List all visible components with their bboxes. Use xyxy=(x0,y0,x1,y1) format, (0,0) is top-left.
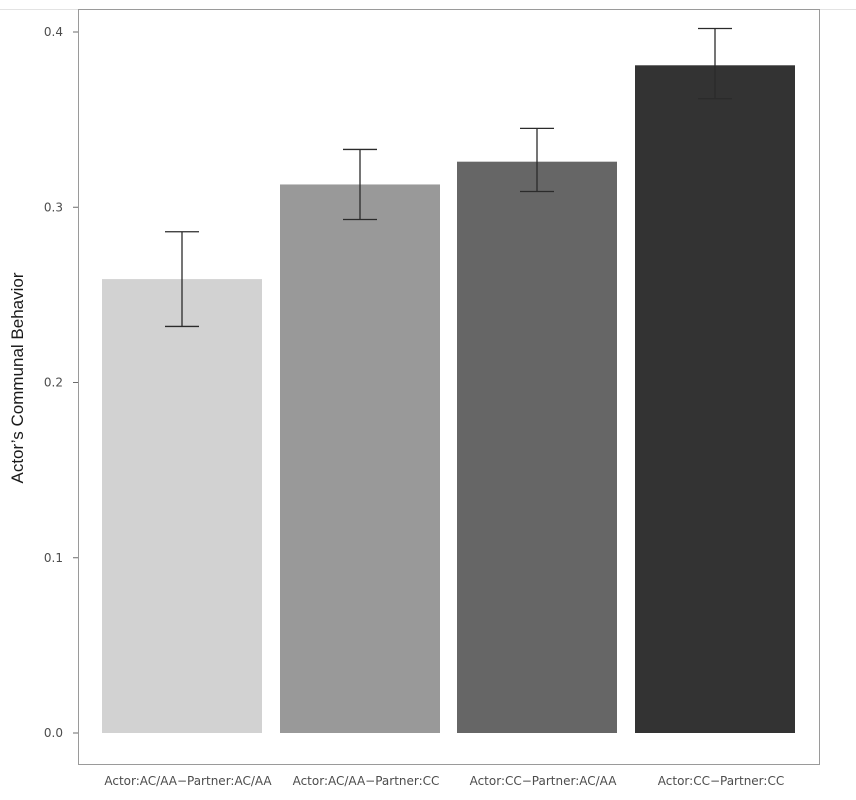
x-tick-label-1: Actor:AC/AA−Partner:AC/AA xyxy=(104,774,272,788)
y-tick-label-1: 0.0 xyxy=(44,726,63,740)
bar-4 xyxy=(635,65,795,734)
error-bars-group xyxy=(165,27,732,328)
y-ticks-group: 0.0 0.1 0.2 0.3 0.4 xyxy=(44,25,78,740)
y-tick-label-5: 0.4 xyxy=(44,25,63,39)
bar-2 xyxy=(280,184,440,733)
plot-panel-border xyxy=(78,9,820,765)
x-labels-group: Actor:AC/AA−Partner:AC/AA Actor:AC/AA−Par… xyxy=(104,774,784,788)
bars-group xyxy=(102,65,795,734)
y-tick-label-2: 0.1 xyxy=(44,551,63,565)
x-tick-label-4: Actor:CC−Partner:CC xyxy=(658,774,784,788)
y-tick-label-4: 0.3 xyxy=(44,200,63,214)
y-tick-label-3: 0.2 xyxy=(44,376,63,390)
bar-1 xyxy=(102,279,262,733)
x-tick-label-2: Actor:AC/AA−Partner:CC xyxy=(293,774,440,788)
x-tick-label-3: Actor:CC−Partner:AC/AA xyxy=(470,774,618,788)
y-axis-title: Actor’s Communal Behavior xyxy=(8,272,27,483)
bar-3 xyxy=(457,161,617,733)
